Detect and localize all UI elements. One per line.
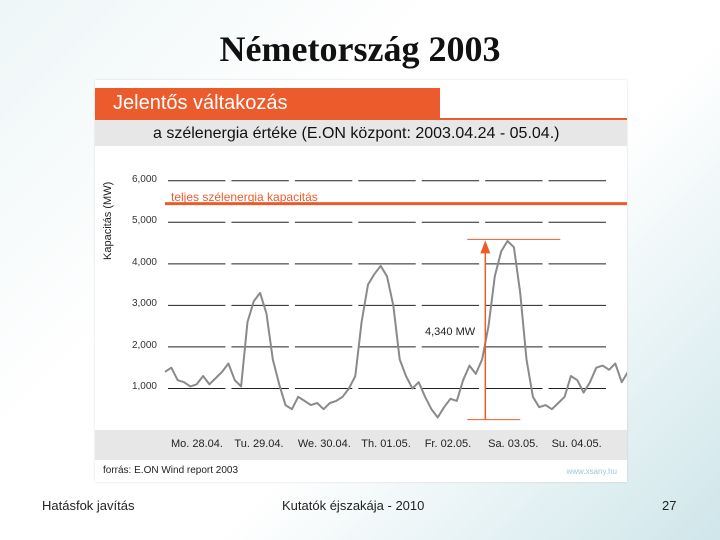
annotation-arrow-head (480, 240, 491, 254)
capacity-line-label: teljes szélenergia kapacitás (171, 190, 318, 204)
x-tick-label: Th. 01.05. (361, 438, 411, 450)
y-tick-label: 4,000 (131, 256, 157, 268)
y-tick-label: 6,000 (131, 173, 157, 185)
x-tick-label: Sa. 03.05. (488, 438, 539, 450)
annotation-label: 4,340 MW (425, 326, 476, 338)
footer-left: Hatásfok javítás (42, 498, 135, 513)
source-note: forrás: E.ON Wind report 2003 (103, 465, 239, 476)
slide-title: Németország 2003 (219, 29, 501, 69)
y-tick-label: 1,000 (131, 381, 157, 393)
x-tick-label: Tu. 29.04. (234, 438, 284, 450)
wind-power-series-line (164, 240, 627, 419)
y-tick-label: 3,000 (131, 298, 157, 310)
figure-header: Jelentős váltakozás (95, 88, 440, 118)
x-tick-label: Su. 04.05. (551, 438, 602, 450)
chart-svg (164, 180, 627, 421)
y-axis-label: Kapacitás (MW) (102, 181, 114, 260)
y-tick-label: 5,000 (131, 215, 157, 227)
x-tick-label: Mo. 28.04. (171, 438, 223, 450)
page-number: 27 (662, 498, 677, 513)
watermark: www.xsany.hu (566, 467, 617, 476)
x-axis-band: Mo. 28.04. Tu. 29.04. We. 30.04. Th. 01.05.… (95, 430, 627, 460)
figure-subheader: a szélenergia értéke (E.ON központ: 2003… (95, 118, 627, 146)
footer-center: Kutatók éjszakája - 2010 (282, 498, 425, 513)
x-tick-label: We. 30.04. (297, 438, 351, 450)
x-tick-label: Fr. 02.05. (424, 438, 472, 450)
chart-figure: Jelentős váltakozás a szélenergia értéke… (95, 80, 627, 482)
y-tick-label: 2,000 (131, 339, 157, 351)
